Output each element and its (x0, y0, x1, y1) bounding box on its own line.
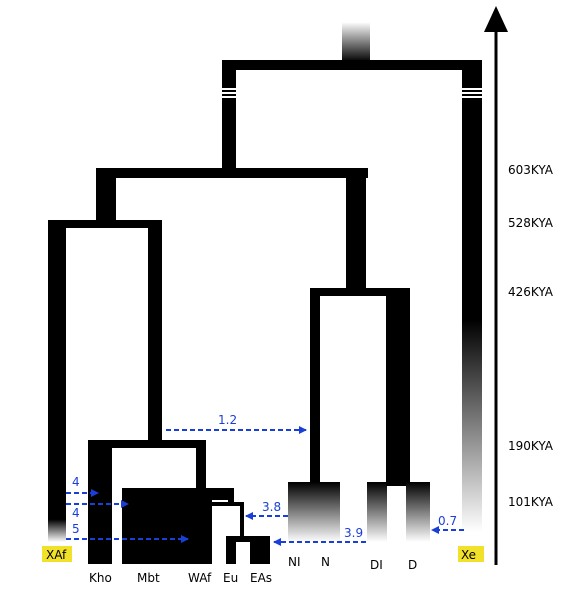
xe-highlight (458, 546, 484, 562)
label-mbt: Mbt (137, 571, 160, 585)
time-label-603: 603KYA (508, 163, 554, 177)
branch-xaf (48, 220, 66, 542)
time-label-190: 190KYA (508, 439, 554, 453)
label-n: N (321, 555, 330, 569)
time-axis (484, 6, 508, 565)
label-kho: Kho (89, 571, 112, 585)
label-xaf: XAf (46, 548, 67, 562)
time-label-101: 101KYA (508, 495, 554, 509)
migration-label-7: 0.7 (438, 514, 457, 528)
label-di: DI (370, 558, 383, 572)
label-waf: WAf (188, 571, 212, 585)
xaf-highlight (42, 546, 72, 562)
branch-waf (184, 494, 192, 564)
migration-label-6: 3.9 (344, 526, 363, 540)
branch-603kya-split (96, 168, 368, 290)
migration-label-2: 4 (72, 475, 80, 489)
branch-neanderthal (310, 288, 320, 484)
branch-archaic-split (310, 288, 410, 484)
time-axis-arrowhead (484, 6, 508, 32)
time-label-528: 528KYA (508, 216, 554, 230)
branch-african-split (48, 220, 162, 542)
branch-n (316, 482, 340, 542)
branch-xe (462, 60, 482, 532)
migration-arrows (66, 426, 464, 546)
root-branch (342, 22, 370, 62)
branch-mbt (122, 488, 180, 564)
label-ni: NI (288, 555, 301, 569)
label-d: D (408, 558, 417, 572)
branch-eas (250, 536, 270, 564)
branch-modern-archaic-split (222, 60, 482, 170)
migration-label-5: 3.8 (262, 500, 281, 514)
migration-label-3: 4 (72, 506, 80, 520)
label-eu: Eu (223, 571, 238, 585)
branch-modern-humans (88, 440, 270, 564)
branch-denisovan (386, 288, 410, 484)
migration-label-4: 5 (72, 522, 80, 536)
branch-d (406, 482, 430, 542)
label-eas: EAs (250, 571, 272, 585)
branch-kho (88, 440, 112, 564)
migration-label-1: 1.2 (218, 413, 237, 427)
time-label-426: 426KYA (508, 285, 554, 299)
branch-ni (288, 482, 316, 542)
label-xe: Xe (461, 548, 476, 562)
branch-eu (226, 536, 236, 564)
branch-di (367, 482, 387, 542)
